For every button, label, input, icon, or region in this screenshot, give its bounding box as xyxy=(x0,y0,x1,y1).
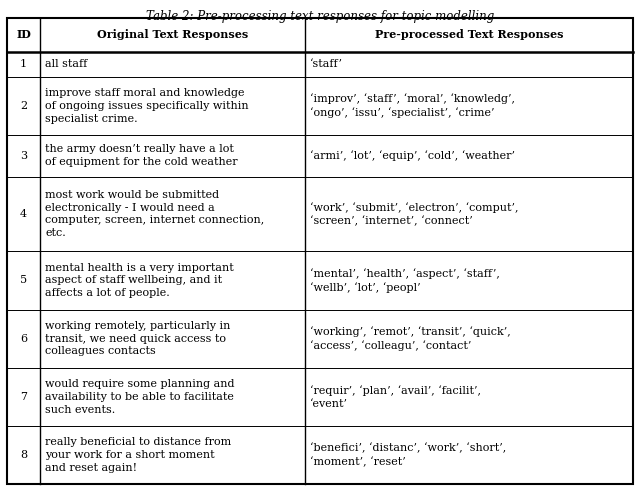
Text: the army doesn’t really have a lot
of equipment for the cold weather: the army doesn’t really have a lot of eq… xyxy=(45,144,237,167)
Text: ‘armi’, ‘lot’, ‘equip’, ‘cold’, ‘weather’: ‘armi’, ‘lot’, ‘equip’, ‘cold’, ‘weather… xyxy=(310,151,515,161)
Text: ID: ID xyxy=(16,30,31,40)
Text: all staff: all staff xyxy=(45,59,87,69)
Text: ‘work’, ‘submit’, ‘electron’, ‘comput’,
‘screen’, ‘internet’, ‘connect’: ‘work’, ‘submit’, ‘electron’, ‘comput’, … xyxy=(310,202,518,226)
Text: Pre-processed Text Responses: Pre-processed Text Responses xyxy=(375,30,563,40)
Text: 6: 6 xyxy=(20,333,27,344)
Text: would require some planning and
availability to be able to facilitate
such event: would require some planning and availabi… xyxy=(45,379,234,415)
Text: 5: 5 xyxy=(20,276,27,285)
Text: improve staff moral and knowledge
of ongoing issues specifically within
speciali: improve staff moral and knowledge of ong… xyxy=(45,88,248,124)
Text: ‘improv’, ‘staff’, ‘moral’, ‘knowledg’,
‘ongo’, ‘issu’, ‘specialist’, ‘crime’: ‘improv’, ‘staff’, ‘moral’, ‘knowledg’, … xyxy=(310,94,515,118)
Text: 8: 8 xyxy=(20,450,27,460)
Text: working remotely, particularly in
transit, we need quick access to
colleagues co: working remotely, particularly in transi… xyxy=(45,321,230,356)
Text: ‘benefici’, ‘distanc’, ‘work’, ‘short’,
‘moment’, ‘reset’: ‘benefici’, ‘distanc’, ‘work’, ‘short’, … xyxy=(310,443,506,467)
Text: Original Text Responses: Original Text Responses xyxy=(97,30,248,40)
Text: 4: 4 xyxy=(20,209,27,219)
Text: 7: 7 xyxy=(20,392,27,402)
Text: most work would be submitted
electronically - I would need a
computer, screen, i: most work would be submitted electronica… xyxy=(45,190,264,238)
Text: ‘staff’: ‘staff’ xyxy=(310,59,343,69)
Text: 3: 3 xyxy=(20,151,27,161)
Text: mental health is a very important
aspect of staff wellbeing, and it
affects a lo: mental health is a very important aspect… xyxy=(45,262,234,298)
Text: ‘mental’, ‘health’, ‘aspect’, ‘staff’,
‘wellb’, ‘lot’, ‘peopl’: ‘mental’, ‘health’, ‘aspect’, ‘staff’, ‘… xyxy=(310,268,500,293)
Text: ‘working’, ‘remot’, ‘transit’, ‘quick’,
‘access’, ‘colleagu’, ‘contact’: ‘working’, ‘remot’, ‘transit’, ‘quick’, … xyxy=(310,326,511,351)
Text: 2: 2 xyxy=(20,101,27,111)
Text: really beneficial to distance from
your work for a short moment
and reset again!: really beneficial to distance from your … xyxy=(45,437,231,473)
Text: ‘requir’, ‘plan’, ‘avail’, ‘facilit’,
‘event’: ‘requir’, ‘plan’, ‘avail’, ‘facilit’, ‘e… xyxy=(310,385,481,409)
Text: Table 2: Pre-processing text responses for topic modelling: Table 2: Pre-processing text responses f… xyxy=(146,10,494,23)
Text: 1: 1 xyxy=(20,59,27,69)
